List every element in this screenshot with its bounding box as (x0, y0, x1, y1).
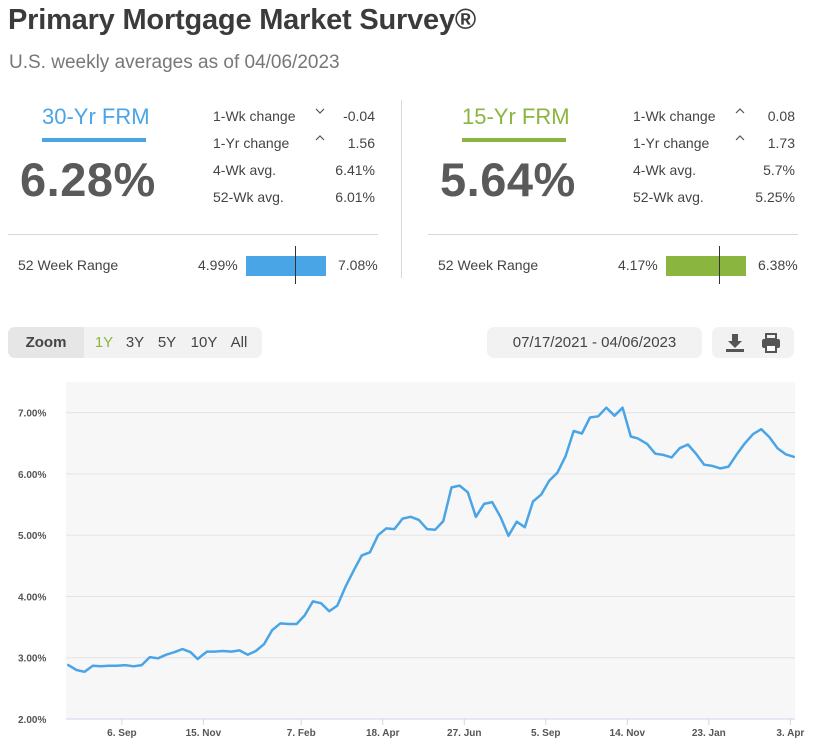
range-label: 52 Week Range (18, 257, 119, 273)
stat-value: 1.73 (767, 135, 795, 151)
trend-up-icon (315, 135, 325, 141)
stat-value: 6.41% (335, 162, 375, 178)
stat-label: 1-Wk change (213, 108, 296, 124)
trend-down-icon (315, 108, 325, 114)
rate-series-line (67, 406, 796, 674)
frm15-stat-row: 4-Wk avg. 5.7% (633, 160, 795, 187)
x-tick-label: 23. Jan (692, 728, 726, 739)
y-tick-label: 2.00% (18, 715, 46, 726)
y-tick-label: 6.00% (18, 470, 46, 481)
y-tick-label: 4.00% (18, 592, 46, 603)
x-tick-label: 7. Feb (287, 728, 316, 739)
y-tick-label: 5.00% (18, 531, 46, 542)
download-icon[interactable] (723, 331, 747, 355)
frm15-label: 15-Yr FRM (462, 104, 570, 129)
stat-value: 5.7% (763, 162, 795, 178)
range-label: 52 Week Range (438, 257, 539, 273)
frm15-underline (462, 138, 566, 142)
zoom-5y-button[interactable]: 5Y (157, 334, 177, 351)
frm15-stats: 1-Wk change 0.08 1-Yr change 1.73 4-Wk a… (633, 106, 795, 214)
frm15-stat-row: 52-Wk avg. 5.25% (633, 187, 795, 214)
trend-up-icon (735, 108, 745, 114)
range-high: 6.38% (758, 257, 798, 273)
stat-value: -0.04 (343, 108, 375, 124)
stat-label: 52-Wk avg. (213, 189, 284, 205)
zoom-label: Zoom (8, 327, 84, 358)
zoom-3y-button[interactable]: 3Y (125, 334, 145, 351)
frm15-stat-row: 1-Yr change 1.73 (633, 133, 795, 160)
chart-tools (712, 327, 794, 358)
range-high: 7.08% (338, 257, 378, 273)
x-tick-label: 6. Sep (107, 728, 136, 739)
page-subtitle: U.S. weekly averages as of 04/06/2023 (9, 52, 340, 73)
y-tick-label: 7.00% (18, 409, 46, 420)
print-icon[interactable] (759, 331, 783, 355)
frm30-stat-row: 52-Wk avg. 6.01% (213, 187, 375, 214)
frm30-rate: 6.28% (20, 153, 156, 206)
mortgage-rate-chart: 2.00% 3.00% 4.00% 5.00% 6.00% 7.00% 6. Sep 15. … (18, 382, 804, 739)
frm30-panel: 30-Yr FRM 6.28% 1-Wk change -0.04 1-Yr c… (8, 96, 378, 284)
panel-divider (401, 100, 402, 278)
range-current-marker (295, 246, 296, 284)
x-tick-label: 27. Jun (447, 728, 481, 739)
stat-label: 52-Wk avg. (633, 189, 704, 205)
x-tick-label: 3. Apr (776, 728, 804, 739)
stat-label: 4-Wk avg. (633, 162, 697, 178)
zoom-all-button[interactable]: All (230, 334, 248, 351)
frm30-stat-row: 1-Yr change 1.56 (213, 133, 375, 160)
stat-label: 1-Yr change (633, 135, 710, 151)
y-tick-label: 3.00% (18, 654, 46, 665)
x-tick-label: 14. Nov (610, 728, 646, 739)
trend-up-icon (735, 135, 745, 141)
zoom-10y-button[interactable]: 10Y (190, 334, 218, 351)
date-range-selector[interactable]: 07/17/2021 - 04/06/2023 (487, 327, 702, 358)
range-low: 4.99% (198, 257, 238, 273)
frm15-stat-row: 1-Wk change 0.08 (633, 106, 795, 133)
stat-value: 0.08 (767, 108, 795, 124)
page-title: Primary Mortgage Market Survey® (8, 4, 477, 36)
stat-label: 4-Wk avg. (213, 162, 277, 178)
frm30-label: 30-Yr FRM (42, 104, 150, 129)
zoom-control: Zoom 1Y 3Y 5Y 10Y All (8, 327, 262, 358)
stat-value: 1.56 (347, 135, 375, 151)
divider (428, 234, 798, 235)
range-bar (666, 256, 746, 276)
frm15-panel: 15-Yr FRM 5.64% 1-Wk change 0.08 1-Yr ch… (428, 96, 798, 284)
plot-area (66, 382, 795, 719)
frm30-stats: 1-Wk change -0.04 1-Yr change 1.56 4-Wk … (213, 106, 375, 214)
stat-value: 5.25% (755, 189, 795, 205)
range-low: 4.17% (618, 257, 658, 273)
range-current-marker (719, 246, 720, 284)
zoom-1y-button[interactable]: 1Y (94, 334, 114, 351)
frm30-underline (42, 138, 146, 142)
x-tick-label: 5. Sep (531, 728, 560, 739)
stat-label: 1-Wk change (633, 108, 716, 124)
range-bar (246, 256, 326, 276)
x-tick-label: 15. Nov (186, 728, 222, 739)
divider (8, 234, 378, 235)
frm30-stat-row: 1-Wk change -0.04 (213, 106, 375, 133)
frm30-stat-row: 4-Wk avg. 6.41% (213, 160, 375, 187)
frm15-rate: 5.64% (440, 153, 576, 206)
x-tick-label: 18. Apr (366, 728, 400, 739)
stat-value: 6.01% (335, 189, 375, 205)
stat-label: 1-Yr change (213, 135, 290, 151)
